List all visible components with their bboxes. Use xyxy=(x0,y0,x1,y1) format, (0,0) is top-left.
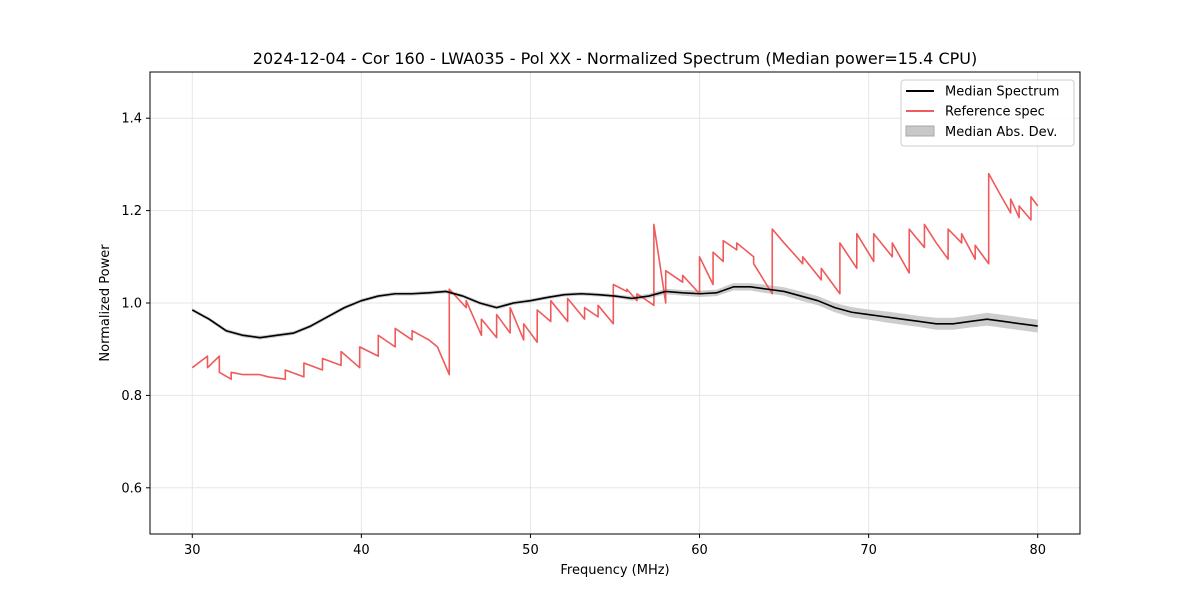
x-tick-label: 70 xyxy=(860,543,877,558)
median-spectrum-line xyxy=(191,286,1038,339)
mad-band-layer xyxy=(192,283,1038,340)
x-tick-label: 50 xyxy=(522,543,539,558)
chart-title: 2024-12-04 - Cor 160 - LWA035 - Pol XX -… xyxy=(253,49,977,68)
legend-swatch-median-abs-dev xyxy=(905,125,935,137)
y-tick-label: 0.8 xyxy=(121,389,142,404)
median-abs-dev-band xyxy=(192,283,1038,340)
y-tick-label: 1.4 xyxy=(121,112,142,127)
legend-label-median-spectrum: Median Spectrum xyxy=(945,85,1059,100)
x-tick-label: 40 xyxy=(353,543,370,558)
y-tick-label: 1.0 xyxy=(121,297,142,312)
x-tick-label: 80 xyxy=(1029,543,1046,558)
legend-label-median-abs-dev: Median Abs. Dev. xyxy=(945,125,1057,140)
legend: Median Spectrum Reference spec Median Ab… xyxy=(900,79,1075,147)
x-tick-label: 60 xyxy=(691,543,708,558)
legend-label-reference-spec: Reference spec xyxy=(945,105,1045,120)
y-tick-label: 1.2 xyxy=(121,204,142,219)
tick-layer: 30 40 50 60 70 80 0.6 0.8 1.0 1.2 1.4 xyxy=(121,112,1046,558)
reference-spec-line xyxy=(191,172,1039,381)
series-layer xyxy=(191,172,1039,381)
y-tick-label: 0.6 xyxy=(121,481,142,496)
legend-box xyxy=(900,79,1075,147)
x-tick-label: 30 xyxy=(184,543,201,558)
y-axis-label: Normalized Power xyxy=(98,244,113,362)
x-axis-label: Frequency (MHz) xyxy=(560,563,669,578)
